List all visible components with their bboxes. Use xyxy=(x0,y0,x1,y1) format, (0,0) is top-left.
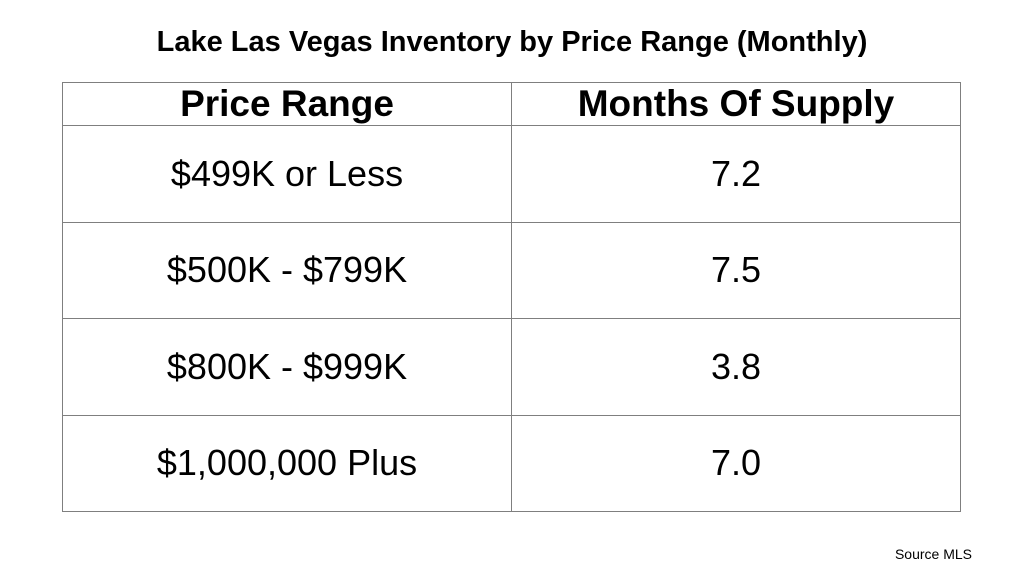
page-title: Lake Las Vegas Inventory by Price Range … xyxy=(156,26,868,58)
col-header-months-of-supply: Months Of Supply xyxy=(511,82,961,126)
table-header-row: Price Range Months Of Supply xyxy=(62,82,961,126)
col-header-price-range: Price Range xyxy=(62,82,512,126)
price-range-cell: $800K - $999K xyxy=(62,318,512,416)
source-label: Source MLS xyxy=(894,546,972,562)
table-row: $499K or Less 7.2 xyxy=(62,125,961,223)
price-range-cell: $500K - $799K xyxy=(62,221,512,319)
months-supply-cell: 7.5 xyxy=(511,221,961,319)
table-row: $500K - $799K 7.5 xyxy=(62,221,961,319)
inventory-table: Price Range Months Of Supply $499K or Le… xyxy=(62,82,961,512)
months-supply-cell: 7.2 xyxy=(511,125,961,223)
price-range-cell: $499K or Less xyxy=(62,125,512,223)
months-supply-cell: 3.8 xyxy=(511,318,961,416)
months-supply-cell: 7.0 xyxy=(511,414,961,512)
price-range-cell: $1,000,000 Plus xyxy=(62,414,512,512)
table-row: $800K - $999K 3.8 xyxy=(62,318,961,416)
table-row: $1,000,000 Plus 7.0 xyxy=(62,414,961,512)
